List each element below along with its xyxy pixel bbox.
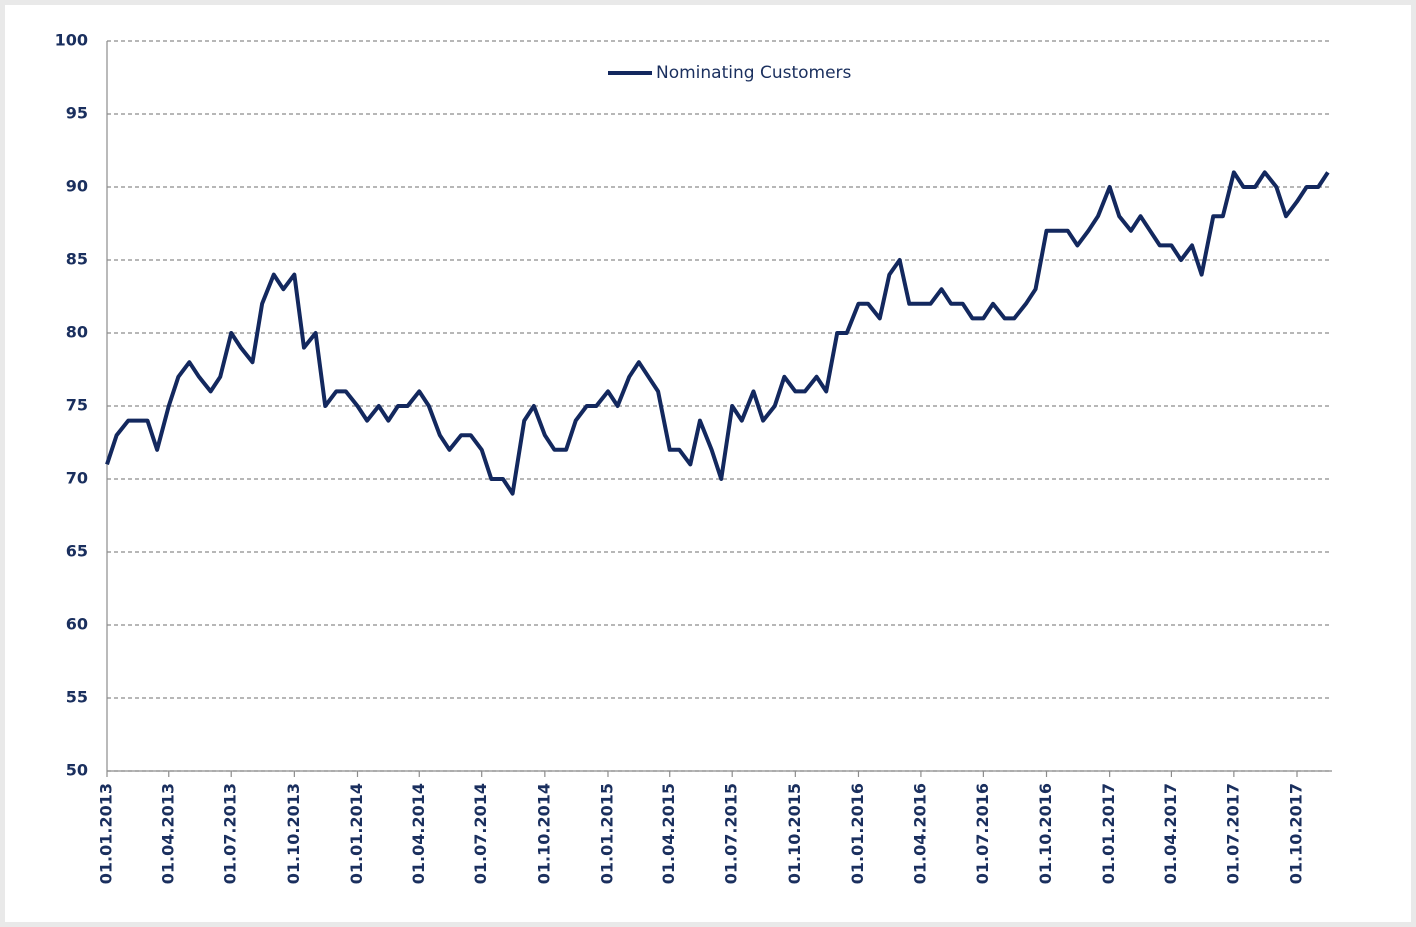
y-tick-label: 60 (66, 615, 88, 634)
legend-label: Nominating Customers (656, 63, 852, 83)
y-tick-label: 65 (66, 542, 88, 561)
x-tick-label: 01.04.2014 (409, 783, 428, 884)
x-tick-label: 01.01.2013 (97, 783, 116, 884)
x-tick-label: 01.10.2015 (785, 783, 804, 884)
y-tick-label: 80 (66, 323, 88, 342)
y-tick-label: 55 (66, 688, 88, 707)
y-tick-label: 75 (66, 396, 88, 415)
y-tick-label: 50 (66, 761, 88, 780)
x-tick-label: 01.01.2017 (1099, 783, 1118, 884)
data-line (105, 170, 1330, 496)
x-tick-label: 01.04.2013 (158, 783, 177, 884)
y-tick-label: 70 (66, 469, 88, 488)
x-tick-label: 01.10.2016 (1036, 783, 1055, 884)
x-tick-label: 01.01.2015 (597, 783, 616, 884)
y-tick-label: 100 (55, 31, 88, 50)
x-tick-label: 01.07.2016 (973, 783, 992, 884)
x-tick-label: 01.07.2013 (221, 783, 240, 884)
x-tick-label: 01.04.2016 (910, 783, 929, 884)
x-tick-label: 01.10.2014 (534, 783, 553, 884)
x-tick-label: 01.04.2015 (659, 783, 678, 884)
x-tick-label: 01.07.2014 (471, 783, 490, 884)
x-tick-label: 01.01.2014 (347, 783, 366, 884)
y-tick-label: 95 (66, 104, 88, 123)
y-tick-label: 85 (66, 250, 88, 269)
chart-background (5, 5, 1411, 922)
y-tick-label: 90 (66, 177, 88, 196)
x-tick-label: 01.07.2017 (1223, 783, 1242, 884)
x-tick-label: 01.01.2016 (848, 783, 867, 884)
x-tick-label: 01.10.2013 (284, 783, 303, 884)
x-tick-label: 01.07.2015 (722, 783, 741, 884)
x-tick-label: 01.10.2017 (1287, 783, 1306, 884)
x-tick-label: 01.04.2017 (1161, 783, 1180, 884)
